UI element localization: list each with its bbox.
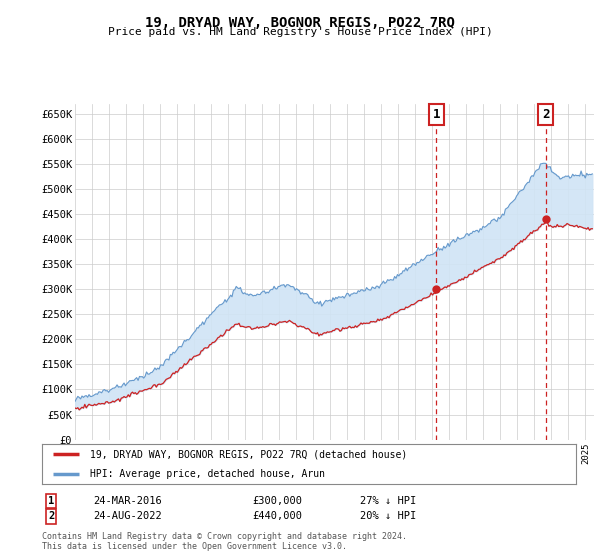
Text: HPI: Average price, detached house, Arun: HPI: Average price, detached house, Arun [90, 469, 325, 479]
Text: Contains HM Land Registry data © Crown copyright and database right 2024.
This d: Contains HM Land Registry data © Crown c… [42, 532, 407, 552]
Text: 19, DRYAD WAY, BOGNOR REGIS, PO22 7RQ (detached house): 19, DRYAD WAY, BOGNOR REGIS, PO22 7RQ (d… [90, 449, 407, 459]
Text: 1: 1 [433, 108, 440, 121]
Text: 2: 2 [542, 108, 549, 121]
Text: £440,000: £440,000 [252, 511, 302, 521]
Text: 20% ↓ HPI: 20% ↓ HPI [360, 511, 416, 521]
Text: 2: 2 [48, 511, 54, 521]
Text: 24-AUG-2022: 24-AUG-2022 [93, 511, 162, 521]
Text: 1: 1 [48, 496, 54, 506]
Text: £300,000: £300,000 [252, 496, 302, 506]
Text: 24-MAR-2016: 24-MAR-2016 [93, 496, 162, 506]
Text: Price paid vs. HM Land Registry's House Price Index (HPI): Price paid vs. HM Land Registry's House … [107, 27, 493, 37]
Text: 19, DRYAD WAY, BOGNOR REGIS, PO22 7RQ: 19, DRYAD WAY, BOGNOR REGIS, PO22 7RQ [145, 16, 455, 30]
Text: 27% ↓ HPI: 27% ↓ HPI [360, 496, 416, 506]
